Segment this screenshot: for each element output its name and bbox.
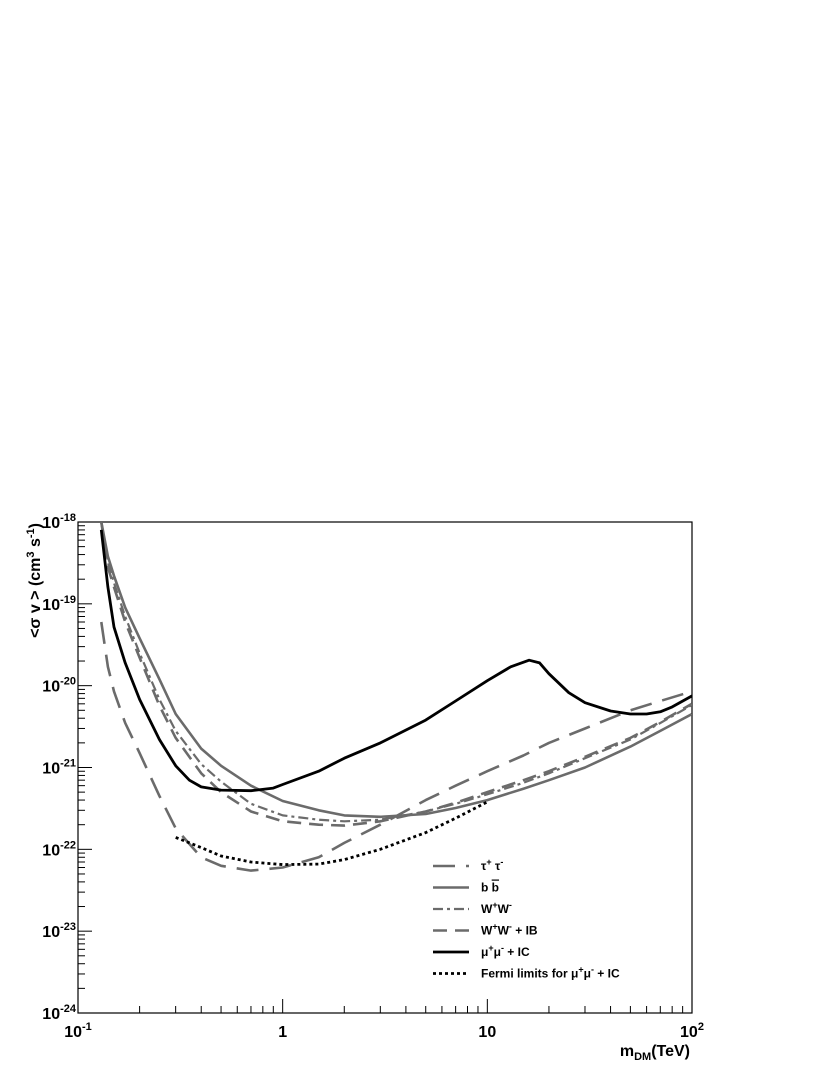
- y-tick-label-exp: -24: [60, 1003, 77, 1015]
- legend-label-tau: τ+ τ-: [481, 857, 503, 873]
- y-tick-label: 10-24: [42, 1003, 77, 1023]
- y-axis-title-sup2: -1: [25, 528, 37, 538]
- x-tick-label: 10: [478, 1024, 496, 1041]
- x-tick-label-base: 10: [478, 1024, 496, 1041]
- series-line-0: [100, 621, 692, 872]
- legend-label-part: -: [501, 943, 504, 953]
- y-tick-label: 10-20: [42, 676, 76, 696]
- x-tick-label-base: 1: [278, 1024, 287, 1041]
- legend-label-part: μ: [584, 967, 591, 981]
- series-line-3: [100, 522, 692, 827]
- legend-label-wwib: W+W- + IB: [481, 922, 538, 938]
- legend-label-part: +: [492, 900, 497, 910]
- y-axis-title-sup1: 3: [25, 551, 37, 557]
- tick-labels: 10-1 1 10 10210-1810-1910-2010-2110-2210-23…: [42, 512, 704, 1041]
- x-axis-title-rest: (TeV): [651, 1043, 690, 1060]
- x-tick-label-exp: 2: [698, 1021, 704, 1033]
- legend-label-part: +: [488, 943, 493, 953]
- plot-frame: [77, 521, 693, 1014]
- legend-label-part: -: [509, 922, 512, 932]
- x-tick-label-base: 10: [680, 1024, 698, 1041]
- legend-label-part: -: [591, 965, 594, 975]
- y-tick-label: 10-23: [42, 921, 76, 941]
- legend-label-part: +: [492, 922, 497, 932]
- legend-label-ww: W+W-: [481, 900, 512, 916]
- legend-label-part: -: [509, 900, 512, 910]
- y-tick-label-base: 10: [42, 1006, 60, 1023]
- axis-ticks: [77, 525, 684, 1014]
- legend-label-part: + IC: [504, 945, 530, 959]
- x-axis-title-sub: DM: [634, 1051, 651, 1063]
- y-tick-label-base: 10: [42, 679, 60, 696]
- y-tick-label-exp: -23: [60, 921, 76, 933]
- legend-label-part: μ: [494, 945, 501, 959]
- legend-label-part: + IB: [512, 924, 538, 938]
- legend-label-part: + IC: [594, 967, 620, 981]
- y-tick-label-base: 10: [42, 842, 60, 859]
- legend-label-part: Fermi limits for μ: [481, 967, 578, 981]
- legend-label-part: +: [486, 857, 491, 867]
- series-line-5: [175, 800, 488, 866]
- y-tick-label-base: 10: [42, 515, 60, 532]
- y-tick-label-exp: -19: [60, 594, 76, 606]
- legend-label-part: τ: [481, 859, 487, 873]
- legend-label-part: b: [481, 881, 492, 895]
- legend-label-part: -: [500, 857, 503, 867]
- legend-label-mumu: μ+μ- + IC: [481, 943, 530, 959]
- y-tick-label-base: 10: [42, 924, 60, 941]
- y-tick-label: 10-19: [42, 594, 76, 614]
- y-tick-label-exp: -21: [60, 758, 76, 770]
- y-tick-label-exp: -20: [60, 676, 76, 688]
- y-tick-label-exp: -18: [60, 512, 76, 524]
- y-axis-title-p3: ): [27, 523, 44, 528]
- x-axis-title: mDM(TeV): [620, 1043, 690, 1063]
- x-tick-label: 1: [278, 1024, 287, 1041]
- y-axis-title-p2: s: [27, 538, 44, 551]
- legend-label-part: W: [498, 902, 510, 916]
- x-tick-label-base: 10: [64, 1024, 82, 1041]
- y-axis-title-p1: <σ v > (cm: [27, 558, 44, 638]
- y-tick-label: 10-21: [42, 758, 76, 778]
- series-line-4: [99, 529, 692, 793]
- legend-label-bb: b b: [481, 881, 499, 895]
- legend-label-part: +: [578, 965, 583, 975]
- y-tick-label-base: 10: [42, 597, 60, 614]
- legend-label-part: b: [492, 881, 499, 895]
- legend-label-part: W: [481, 924, 493, 938]
- y-tick-label: 10-22: [42, 839, 76, 859]
- legend-label-part: τ: [492, 859, 501, 873]
- y-tick-label: 10-18: [42, 512, 76, 532]
- y-axis-title: <σ v > (cm3 s-1): [25, 523, 44, 638]
- x-tick-label-exp: -1: [82, 1021, 92, 1033]
- series-lines: [99, 522, 692, 872]
- legend-label-fermi: Fermi limits for μ+μ- + IC: [481, 965, 620, 981]
- x-tick-label: 10-1: [64, 1021, 92, 1041]
- x-tick-label: 102: [680, 1021, 704, 1041]
- series-line-2: [100, 522, 692, 823]
- legend-label-part: W: [498, 924, 510, 938]
- x-axis-title-base: m: [620, 1043, 634, 1060]
- legend-label-part: W: [481, 902, 493, 916]
- y-tick-label-exp: -22: [60, 839, 76, 851]
- y-tick-label-base: 10: [42, 761, 60, 778]
- legend-label-part: μ: [481, 945, 488, 959]
- series-line-1: [100, 522, 692, 819]
